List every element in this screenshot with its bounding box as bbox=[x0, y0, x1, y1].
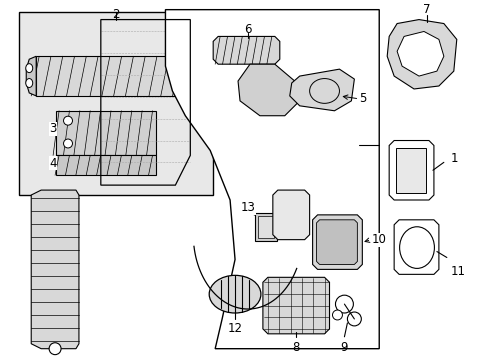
Polygon shape bbox=[272, 190, 309, 240]
Polygon shape bbox=[316, 220, 357, 265]
Ellipse shape bbox=[26, 64, 33, 73]
Polygon shape bbox=[26, 56, 36, 96]
Polygon shape bbox=[238, 64, 299, 116]
Text: 4: 4 bbox=[49, 157, 57, 170]
Polygon shape bbox=[263, 277, 329, 334]
Text: 8: 8 bbox=[291, 341, 299, 354]
Polygon shape bbox=[396, 31, 443, 76]
Text: 3: 3 bbox=[49, 122, 57, 135]
Text: 9: 9 bbox=[340, 341, 347, 354]
Text: 5: 5 bbox=[359, 93, 366, 105]
Text: 13: 13 bbox=[240, 202, 255, 215]
Bar bbox=[395, 148, 425, 193]
Ellipse shape bbox=[332, 310, 342, 320]
Ellipse shape bbox=[26, 78, 33, 87]
Ellipse shape bbox=[399, 227, 433, 269]
Polygon shape bbox=[36, 56, 195, 96]
Polygon shape bbox=[165, 10, 379, 349]
Ellipse shape bbox=[209, 275, 261, 313]
Bar bbox=[254, 213, 276, 240]
Text: 2: 2 bbox=[112, 8, 119, 21]
Polygon shape bbox=[56, 111, 155, 156]
Text: 7: 7 bbox=[422, 3, 430, 16]
Ellipse shape bbox=[63, 116, 72, 125]
Ellipse shape bbox=[346, 312, 361, 326]
Ellipse shape bbox=[335, 295, 353, 313]
Ellipse shape bbox=[63, 139, 72, 148]
Text: 6: 6 bbox=[244, 23, 251, 36]
Text: 12: 12 bbox=[227, 322, 242, 335]
Text: 10: 10 bbox=[370, 233, 386, 246]
Polygon shape bbox=[213, 36, 279, 64]
Polygon shape bbox=[56, 156, 155, 175]
Polygon shape bbox=[31, 190, 79, 349]
Bar bbox=[257, 216, 273, 238]
Text: 11: 11 bbox=[450, 265, 465, 278]
Text: 1: 1 bbox=[450, 152, 457, 165]
Bar bbox=[19, 12, 213, 195]
Polygon shape bbox=[393, 220, 438, 274]
Polygon shape bbox=[386, 19, 456, 89]
Ellipse shape bbox=[49, 343, 61, 355]
Polygon shape bbox=[388, 140, 433, 200]
Polygon shape bbox=[312, 215, 362, 269]
Polygon shape bbox=[289, 69, 354, 111]
